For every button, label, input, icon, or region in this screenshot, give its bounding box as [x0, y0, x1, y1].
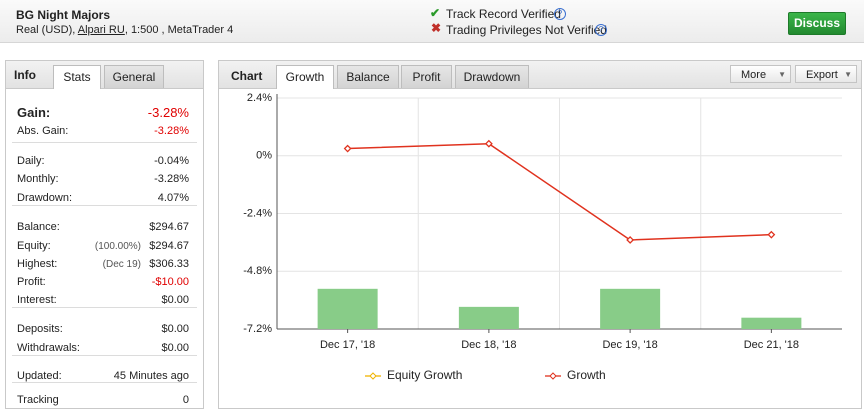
- x-tick-label: Dec 17, '18: [320, 339, 375, 351]
- stat-label: Updated:: [17, 370, 62, 382]
- stat-label: Equity:: [17, 240, 51, 252]
- point: [767, 230, 776, 239]
- point: [343, 144, 352, 153]
- not-verified: Trading Privileges Not Verified: [446, 23, 607, 37]
- point: [484, 139, 493, 148]
- stat-value: 0: [182, 394, 189, 406]
- stat-note: (100.00%): [94, 241, 141, 252]
- stats-panel: Info Stats General Gain: -3.28% Abs. Gain: -3.…: [5, 60, 204, 409]
- x-tick-label: Dec 19, '18: [602, 339, 657, 351]
- bar: [458, 306, 519, 329]
- account-details: , 1:500 , MetaTrader 4: [124, 24, 234, 36]
- stat-value: -3.28%: [147, 105, 189, 120]
- dropdown-arrow: ▼: [778, 70, 786, 79]
- tab[interactable]: Balance: [337, 65, 399, 88]
- stat-value: $0.00: [161, 323, 189, 335]
- dropdown-arrow: ▼: [844, 70, 852, 79]
- stat-label: Tracking: [17, 394, 59, 406]
- stat-value: -0.04%: [154, 155, 189, 167]
- chart-panel: Chart Growth Balance Profit Drawdown More ▼ Exp…: [218, 60, 862, 409]
- bar: [600, 288, 661, 329]
- stat-label: Profit:: [17, 276, 46, 288]
- tab[interactable]: Drawdown: [455, 65, 529, 88]
- point: [626, 236, 635, 244]
- verified: Track Record Verified: [446, 7, 561, 21]
- discuss-button[interactable]: Discuss: [788, 12, 846, 35]
- dropdown-button[interactable]: Export ▼: [795, 65, 857, 83]
- stat-value: 45 Minutes ago: [113, 370, 189, 382]
- legend-marker: [549, 372, 557, 380]
- stat-label: Drawdown:: [17, 192, 73, 204]
- y-tick-label: -7.2%: [243, 323, 272, 335]
- header: BG Night Majors Real (USD), Alpari RU, 1…: [0, 0, 864, 43]
- tab[interactable]: General: [104, 65, 164, 88]
- y-tick-label: 0%: [256, 150, 272, 162]
- legend-label: Growth: [567, 368, 606, 382]
- stat-value: 4.07%: [157, 192, 189, 204]
- account-info: Real (USD), Alpari RU, 1:500 , MetaTrade…: [16, 24, 233, 36]
- title: BG Night Majors: [16, 8, 111, 22]
- dropdown-button[interactable]: More ▼: [730, 65, 791, 83]
- tab[interactable]: Stats: [53, 65, 101, 89]
- panel-title: Chart: [231, 69, 263, 83]
- account-type: Real (USD),: [16, 24, 76, 36]
- stat-label: Gain:: [17, 105, 51, 120]
- bar: [317, 288, 378, 329]
- stat-value: -$10.00: [151, 276, 189, 288]
- separator: [12, 382, 197, 383]
- stat-value: $0.00: [161, 342, 189, 354]
- stat-label: Highest:: [17, 258, 58, 270]
- stat-label: Withdrawals:: [17, 342, 80, 354]
- separator: [12, 307, 197, 308]
- x-tick-label: Dec 21, '18: [744, 339, 799, 351]
- stat-value: -3.28%: [154, 173, 189, 185]
- y-tick-label: 2.4%: [247, 92, 272, 104]
- stat-label: Daily:: [17, 155, 45, 167]
- separator: [12, 355, 197, 356]
- stat-label: Monthly:: [17, 173, 59, 185]
- help-icon[interactable]: ?: [595, 24, 607, 36]
- y-tick-label: -2.4%: [243, 207, 272, 219]
- separator: [12, 142, 197, 143]
- panel-title: Info: [14, 68, 36, 82]
- x-tick-label: Dec 18, '18: [461, 339, 516, 351]
- stat-label: Interest:: [17, 294, 57, 306]
- tab[interactable]: Growth: [276, 65, 334, 89]
- line: [347, 142, 772, 241]
- y-tick-label: -4.8%: [243, 265, 272, 277]
- stat-label: Balance:: [17, 221, 60, 233]
- tab[interactable]: Profit: [401, 65, 452, 88]
- stat-label: Abs. Gain:: [17, 125, 69, 137]
- stat-label: Deposits:: [17, 323, 63, 335]
- cross-icon: ✖: [431, 21, 442, 35]
- stat-value: -3.28%: [154, 125, 189, 137]
- bar: [741, 317, 802, 329]
- help-icon[interactable]: ?: [554, 8, 566, 20]
- broker-link[interactable]: Alpari RU: [77, 24, 125, 36]
- legend-label: Equity Growth: [387, 368, 462, 382]
- stat-note: (Dec 19): [102, 259, 141, 270]
- stat-value: $306.33: [149, 258, 189, 270]
- check-icon: ✔: [430, 6, 441, 20]
- stat-value: $294.67: [149, 221, 189, 233]
- separator: [12, 205, 197, 206]
- stat-value: $0.00: [161, 294, 189, 306]
- stat-value: $294.67: [149, 240, 189, 252]
- legend-marker: [369, 372, 377, 380]
